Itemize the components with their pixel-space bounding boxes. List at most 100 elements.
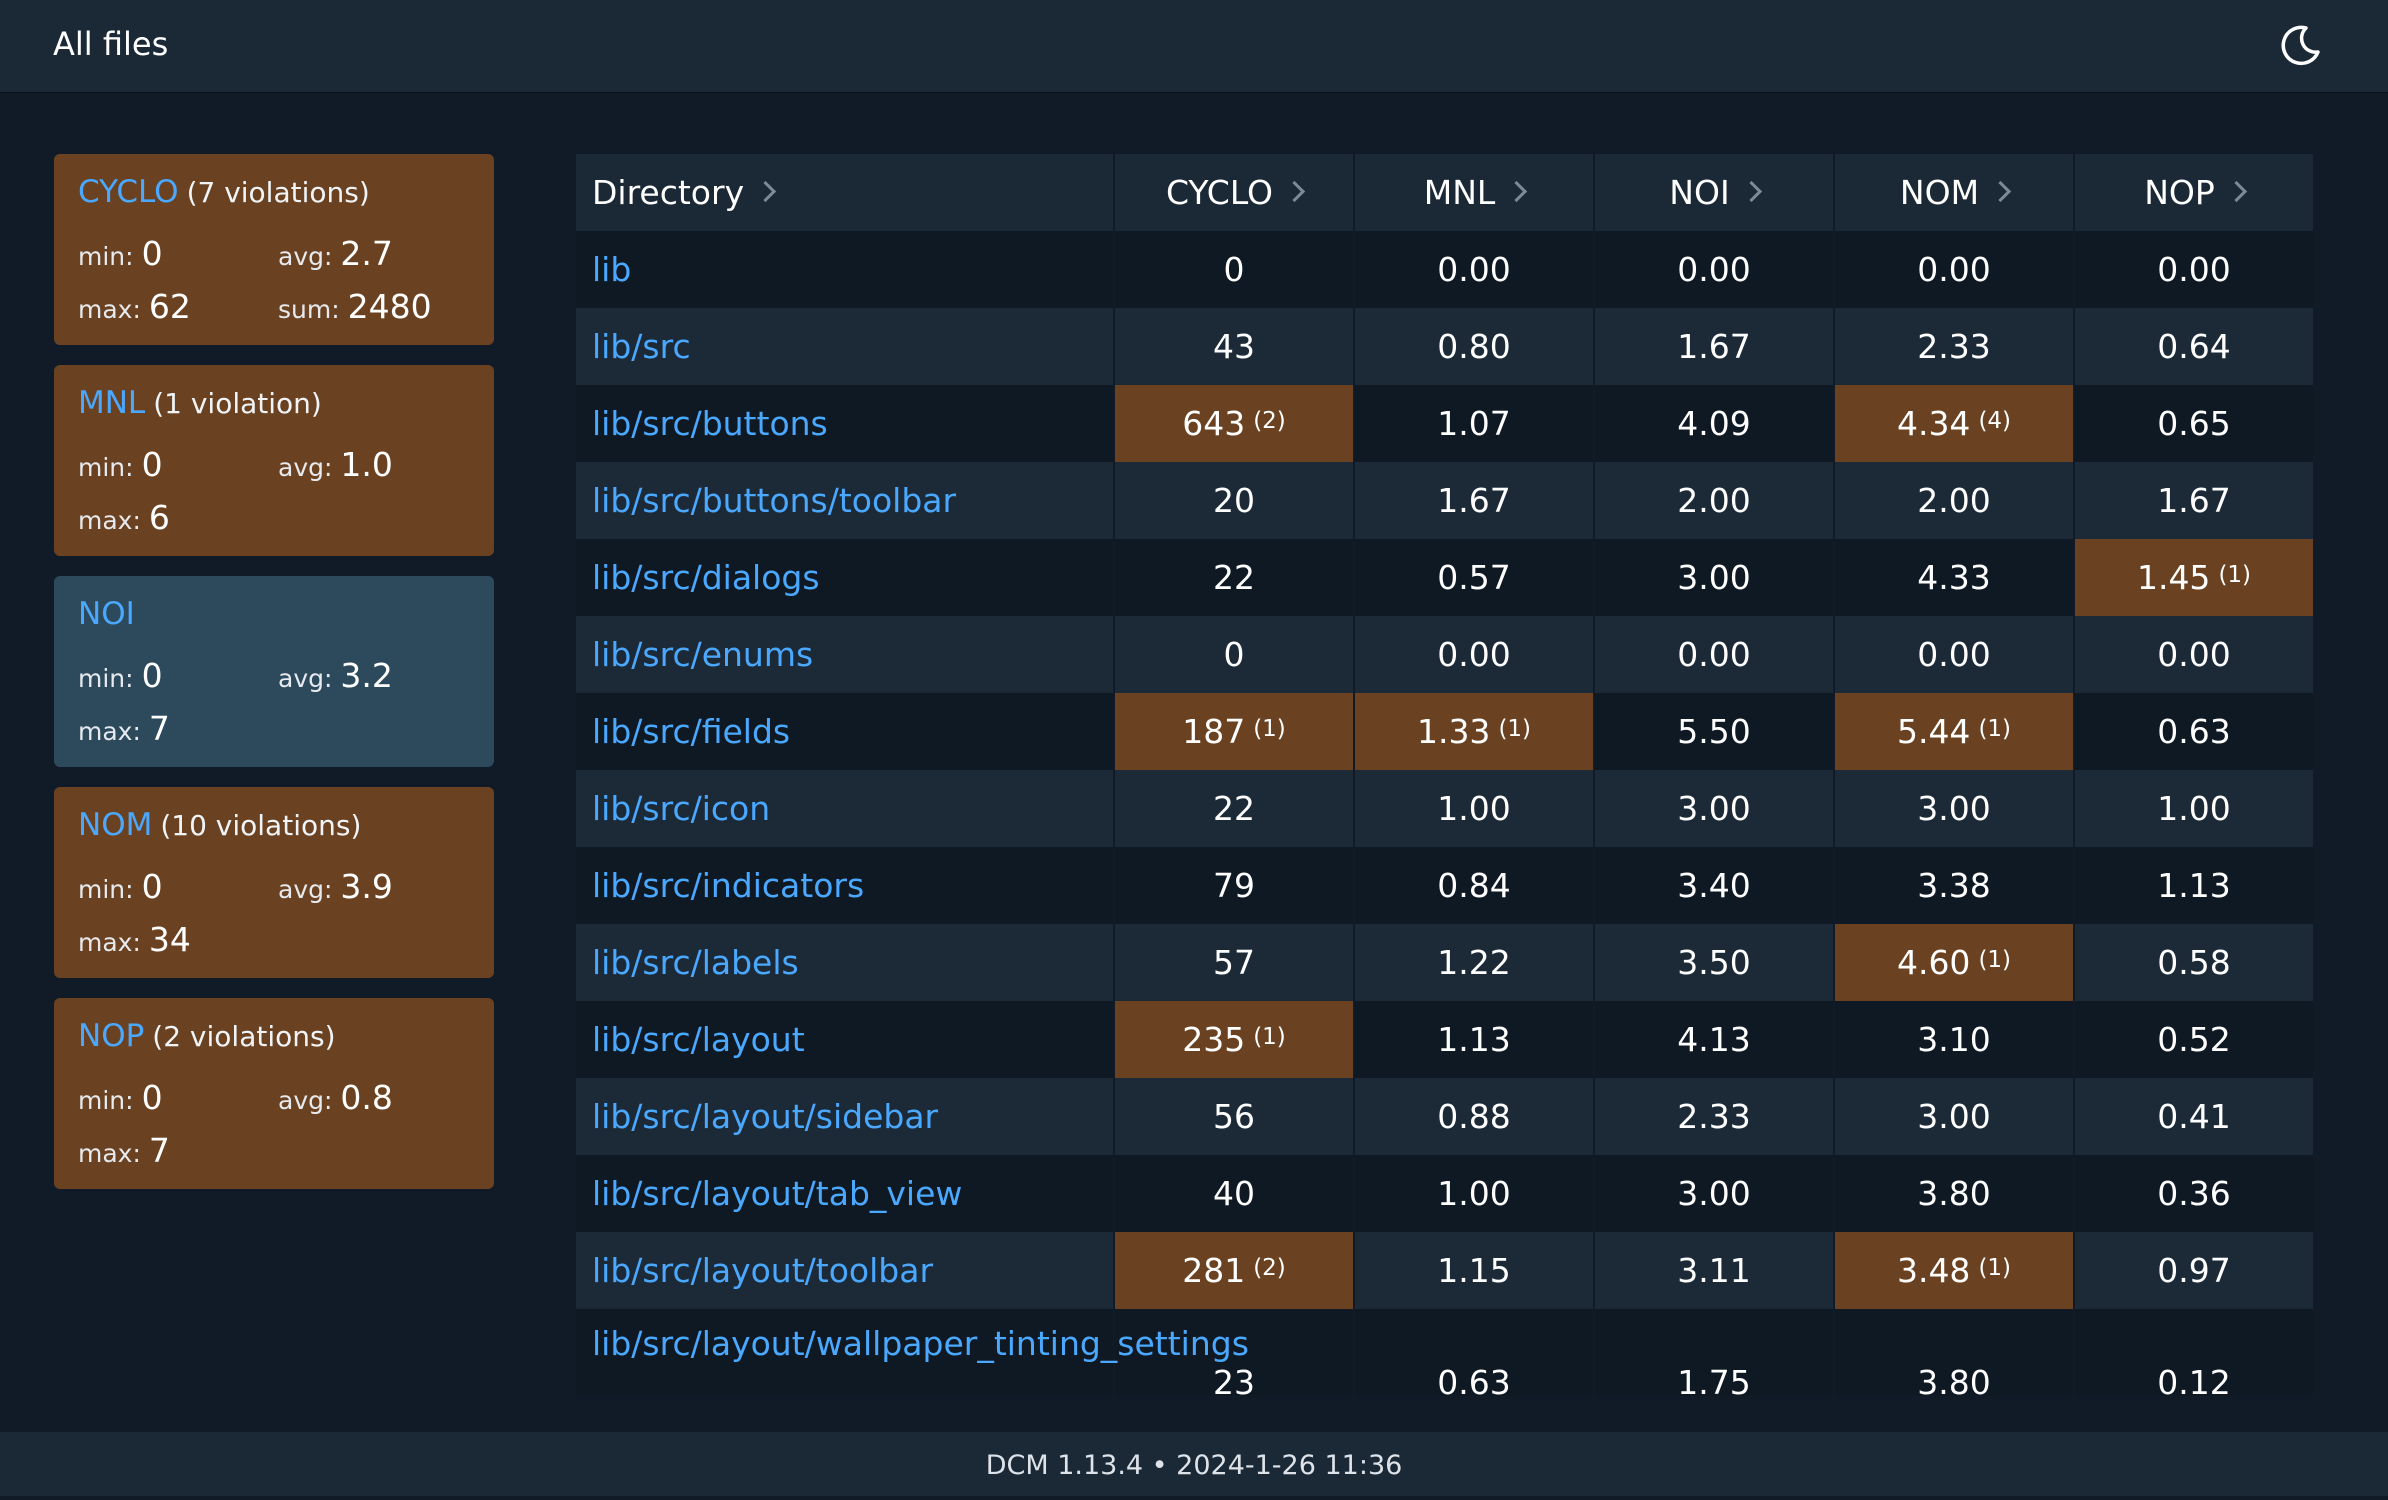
card-stat-min: min: 0 [78, 1078, 163, 1117]
metric-cell-nom: 3.80 [1834, 1155, 2075, 1232]
violation-count: (1) [1978, 716, 2012, 742]
column-header-nop[interactable]: NOP [2074, 154, 2314, 231]
directory-link[interactable]: lib/src/buttons/toolbar [576, 462, 1115, 539]
metric-card-cyclo[interactable]: CYCLO (7 violations) min: 0 avg: 2.7 max: 62 sum… [54, 154, 494, 345]
table-row: lib/src/layout 235 (1) 1.13 4.13 3.10 0.52 [576, 1001, 2314, 1078]
chevron-right-icon [1506, 180, 1528, 203]
stat-value: 0 [141, 234, 163, 273]
directory-link[interactable]: lib/src/layout/wallpaper_tinting_setting… [576, 1309, 1249, 1396]
card-stat-max: max: 34 [78, 920, 191, 959]
metric-cell-noi: 1.67 [1594, 308, 1835, 385]
metric-value: 0.58 [2157, 943, 2231, 982]
card-violation-count: (2 violations) [152, 1020, 336, 1053]
directory-link[interactable]: lib/src/layout/toolbar [576, 1232, 1115, 1309]
violation-count: (1) [2218, 562, 2252, 588]
metric-value: 1.45 [2136, 558, 2211, 597]
metric-value: 0.63 [2157, 712, 2231, 751]
stat-value: 0 [141, 445, 163, 484]
metric-value: 1.13 [2157, 866, 2231, 905]
directory-link[interactable]: lib/src/indicators [576, 847, 1115, 924]
metric-summary-cards: CYCLO (7 violations) min: 0 avg: 2.7 max: 62 sum… [54, 154, 494, 1209]
metric-value: 0.65 [2157, 404, 2231, 443]
stat-label: max: [78, 717, 141, 746]
card-stat-sum: sum: 2480 [278, 287, 432, 326]
metric-cell-nom: 4.60 (1) [1834, 924, 2075, 1001]
table-row: lib/src/enums 0 0.00 0.00 0.00 0.00 [576, 616, 2314, 693]
metric-cell-nom: 2.00 [1834, 462, 2075, 539]
metric-value: 235 [1182, 1020, 1246, 1059]
metric-card-noi[interactable]: NOI min: 0 avg: 3.2 max: 7 [54, 576, 494, 767]
directory-link[interactable]: lib/src/enums [576, 616, 1115, 693]
metric-cell-cyclo: 281 (2) [1114, 1232, 1355, 1309]
metric-value: 3.00 [1677, 1174, 1751, 1213]
metric-cell-mnl: 1.00 [1354, 1155, 1595, 1232]
violation-count: (2) [1253, 408, 1286, 434]
metric-cell-nom: 3.80 [1834, 1309, 2075, 1397]
column-header-cyclo[interactable]: CYCLO [1114, 154, 1355, 231]
metric-card-nop[interactable]: NOP (2 violations) min: 0 avg: 0.8 max: 7 [54, 998, 494, 1189]
card-metric-name: NOP [78, 1018, 145, 1054]
metric-value: 0.00 [1437, 635, 1511, 674]
metric-value: 0.00 [1677, 250, 1751, 289]
metric-value: 3.80 [1917, 1362, 1991, 1397]
metric-cell-nop: 0.12 [2074, 1309, 2314, 1396]
metric-cell-mnl: 1.67 [1354, 462, 1595, 539]
metric-cell-noi: 2.33 [1594, 1078, 1835, 1155]
metric-cell-cyclo: 235 (1) [1114, 1001, 1355, 1078]
card-stat-max: max: 7 [78, 709, 170, 748]
metric-cell-nop: 1.45 (1) [2074, 539, 2314, 616]
stat-label: min: [78, 453, 134, 482]
column-header-nom[interactable]: NOM [1834, 154, 2075, 231]
column-header-label: NOM [1899, 173, 1980, 212]
metric-cell-mnl: 1.00 [1354, 770, 1595, 847]
stat-value: 1.0 [340, 445, 393, 484]
moon-icon[interactable] [2276, 22, 2324, 70]
directory-link[interactable]: lib/src/labels [576, 924, 1115, 1001]
metric-cell-mnl: 1.13 [1354, 1001, 1595, 1078]
metric-cell-cyclo: 56 [1114, 1078, 1355, 1155]
metric-cell-nop: 0.97 [2074, 1232, 2314, 1309]
metric-value: 1.00 [1437, 789, 1511, 828]
directory-link[interactable]: lib [576, 231, 1115, 308]
card-stat-min: min: 0 [78, 445, 163, 484]
metric-card-nom[interactable]: NOM (10 violations) min: 0 avg: 3.9 max: 34 [54, 787, 494, 978]
stat-label: max: [78, 1139, 141, 1168]
metric-value: 0.00 [2157, 635, 2231, 674]
metric-cell-noi: 3.50 [1594, 924, 1835, 1001]
directory-link[interactable]: lib/src/dialogs [576, 539, 1115, 616]
metric-cell-noi: 0.00 [1594, 616, 1835, 693]
table-row: lib/src/layout/toolbar 281 (2) 1.15 3.11 3.48… [576, 1232, 2314, 1309]
metric-card-mnl[interactable]: MNL (1 violation) min: 0 avg: 1.0 max: 6 [54, 365, 494, 556]
directory-link[interactable]: lib/src/layout/sidebar [576, 1078, 1115, 1155]
card-metric-name: CYCLO [78, 174, 179, 210]
column-header-directory[interactable]: Directory [576, 154, 1115, 231]
stat-label: avg: [278, 875, 333, 904]
metric-value: 22 [1213, 558, 1255, 597]
stat-label: avg: [278, 1086, 333, 1115]
metric-value: 1.00 [2157, 789, 2231, 828]
column-header-label: Directory [592, 173, 745, 212]
directory-link[interactable]: lib/src/fields [576, 693, 1115, 770]
metric-value: 0.63 [1437, 1362, 1511, 1397]
metric-value: 1.67 [1437, 481, 1511, 520]
metrics-table-container[interactable]: Directory CYCLO MNL NOI NOM NOP lib 0 0.00 0.00 0… [576, 154, 2314, 1396]
metric-cell-mnl: 0.00 [1354, 616, 1595, 693]
metric-value: 0.00 [2157, 250, 2231, 289]
directory-link[interactable]: lib/src/buttons [576, 385, 1115, 462]
metric-cell-nom: 3.48 (1) [1834, 1232, 2075, 1309]
metric-cell-mnl: 0.84 [1354, 847, 1595, 924]
table-row: lib/src/layout/tab_view 40 1.00 3.00 3.80 0.3… [576, 1155, 2314, 1232]
column-header-label: MNL [1423, 173, 1496, 212]
column-header-noi[interactable]: NOI [1594, 154, 1835, 231]
card-metric-name: MNL [78, 385, 146, 421]
directory-link[interactable]: lib/src/layout/tab_view [576, 1155, 1115, 1232]
table-row: lib 0 0.00 0.00 0.00 0.00 [576, 231, 2314, 308]
directory-link[interactable]: lib/src/icon [576, 770, 1115, 847]
directory-link[interactable]: lib/src [576, 308, 1115, 385]
column-header-mnl[interactable]: MNL [1354, 154, 1595, 231]
directory-link[interactable]: lib/src/layout [576, 1001, 1115, 1078]
metric-value: 40 [1213, 1174, 1255, 1213]
stat-label: min: [78, 242, 134, 271]
footer: DCM 1.13.4 • 2024-1-26 11:36 [0, 1432, 2388, 1496]
stat-value: 34 [148, 920, 191, 959]
